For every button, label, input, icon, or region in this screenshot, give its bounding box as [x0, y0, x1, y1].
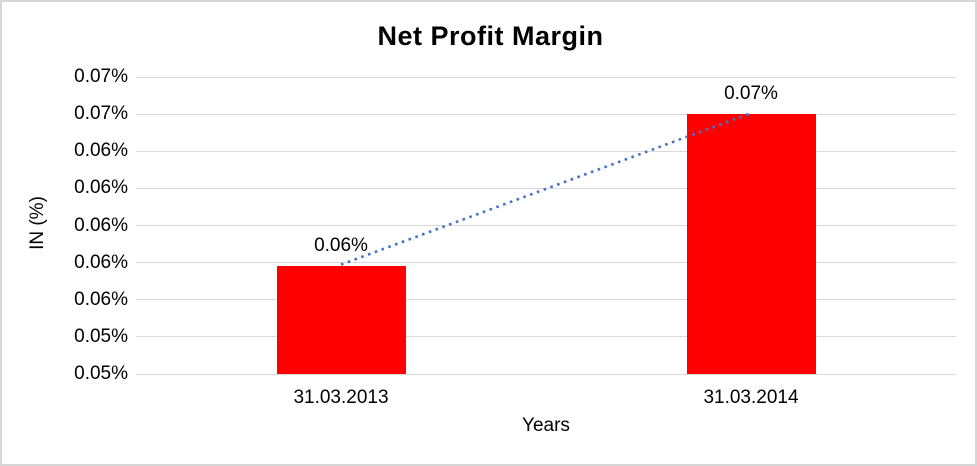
bar-data-label: 0.07% [724, 83, 778, 105]
chart-title: Net Profit Margin [377, 21, 604, 51]
gridline [136, 76, 956, 78]
y-tick-label: 0.05% [74, 325, 128, 347]
y-tick-label: 0.07% [74, 66, 128, 87]
y-tick-label: 0.06% [74, 288, 128, 310]
gridline [136, 225, 956, 226]
gridline [136, 150, 956, 152]
bar-31.03.2013 [276, 265, 406, 374]
y-tick-label: 0.06% [74, 177, 128, 199]
y-tick-label: 0.06% [74, 251, 128, 273]
bar-data-label: 0.06% [314, 234, 368, 256]
y-tick-label: 0.06% [74, 214, 128, 236]
x-axis-title: Years [522, 415, 570, 436]
gridline [136, 336, 956, 338]
y-tick-label: 0.07% [74, 103, 128, 125]
y-tick-label: 0.05% [74, 363, 128, 384]
gridline [136, 262, 956, 264]
gridline [136, 187, 956, 189]
gridline [136, 113, 956, 115]
gridline [136, 299, 956, 301]
bar-31.03.2014 [686, 114, 816, 374]
y-tick-label: 0.06% [74, 140, 128, 162]
x-tick-label: 31.03.2013 [293, 387, 389, 408]
gridline [136, 373, 956, 375]
x-tick-label: 31.03.2014 [703, 387, 799, 408]
